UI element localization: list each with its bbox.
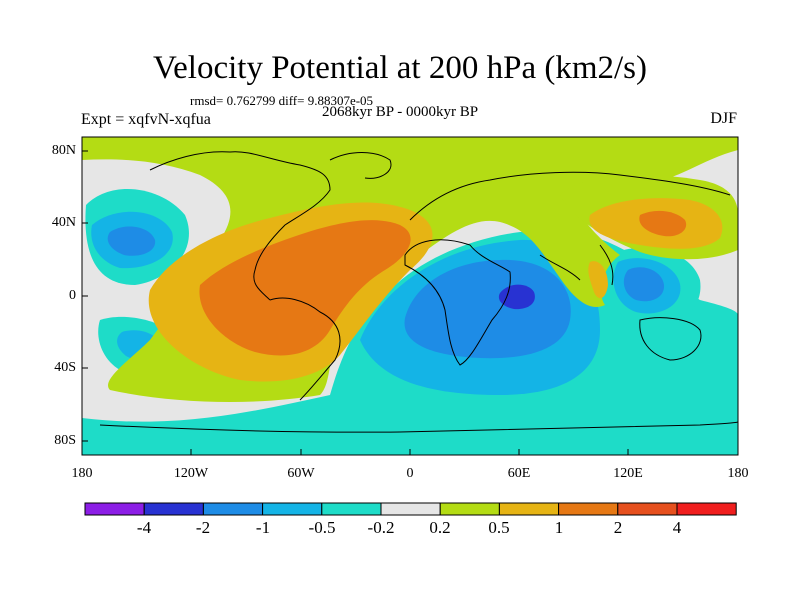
y-tick-label: 40S <box>54 360 76 375</box>
x-tick-label: 60W <box>287 466 315 481</box>
colorbar-box <box>84 502 145 516</box>
contour-field <box>82 137 738 455</box>
contour-fill-blue <box>107 226 156 256</box>
x-tick-label: 180 <box>71 466 93 481</box>
contour-fill-blue <box>623 267 665 302</box>
contour-fill-darkblue <box>498 284 535 310</box>
colorbar-box <box>617 502 678 516</box>
y-tick-label: 40N <box>51 215 76 230</box>
colorbar-label: 1 <box>554 518 564 537</box>
contour-fill-blue <box>404 259 571 359</box>
colorbar-label: -2 <box>195 518 211 537</box>
colorbar-label: 0.5 <box>488 518 510 537</box>
colorbar <box>84 502 737 516</box>
colorbar-label: -4 <box>136 518 152 537</box>
colorbar-box <box>262 502 323 516</box>
x-tick-label: 120E <box>613 466 643 481</box>
coastlines <box>99 151 738 433</box>
colorbar-box <box>676 502 737 516</box>
x-tick-label: 0 <box>406 466 414 481</box>
colorbar-box <box>498 502 560 516</box>
contour-fill-darkorange <box>639 210 687 237</box>
x-tick-label: 60E <box>507 466 531 481</box>
colorbar-label: -0.2 <box>367 518 395 537</box>
period-label: 2068kyr BP - 0000kyr BP <box>322 104 479 120</box>
colorbar-label: -1 <box>255 518 271 537</box>
axis-ticks <box>81 150 739 455</box>
experiment-label: Expt = xqfvN-xqfua <box>81 111 211 128</box>
contour-fill-darkorange <box>199 220 411 356</box>
y-tick-label: 80S <box>54 433 76 448</box>
colorbar-label: 0.2 <box>429 518 451 537</box>
colorbar-box <box>202 502 264 516</box>
contour-fill-orange <box>588 261 608 299</box>
plot-title: Velocity Potential at 200 hPa (km2/s) <box>152 50 648 86</box>
colorbar-box <box>143 502 204 516</box>
season-label: DJF <box>710 110 737 127</box>
colorbar-box <box>439 502 500 516</box>
colorbar-label: 4 <box>672 518 682 537</box>
y-tick-label: 0 <box>69 288 76 303</box>
colorbar-label: -0.5 <box>308 518 336 537</box>
rmsd-stats: rmsd= 0.762799 diff= 9.88307e-05 <box>190 93 374 108</box>
colorbar-box <box>558 502 619 516</box>
y-tick-label: 80N <box>51 143 76 158</box>
x-tick-label: 120W <box>173 466 209 481</box>
colorbar-box <box>380 502 441 516</box>
colorbar-label: 2 <box>613 518 623 537</box>
x-tick-label: 180 <box>727 466 749 481</box>
colorbar-box <box>321 502 382 516</box>
